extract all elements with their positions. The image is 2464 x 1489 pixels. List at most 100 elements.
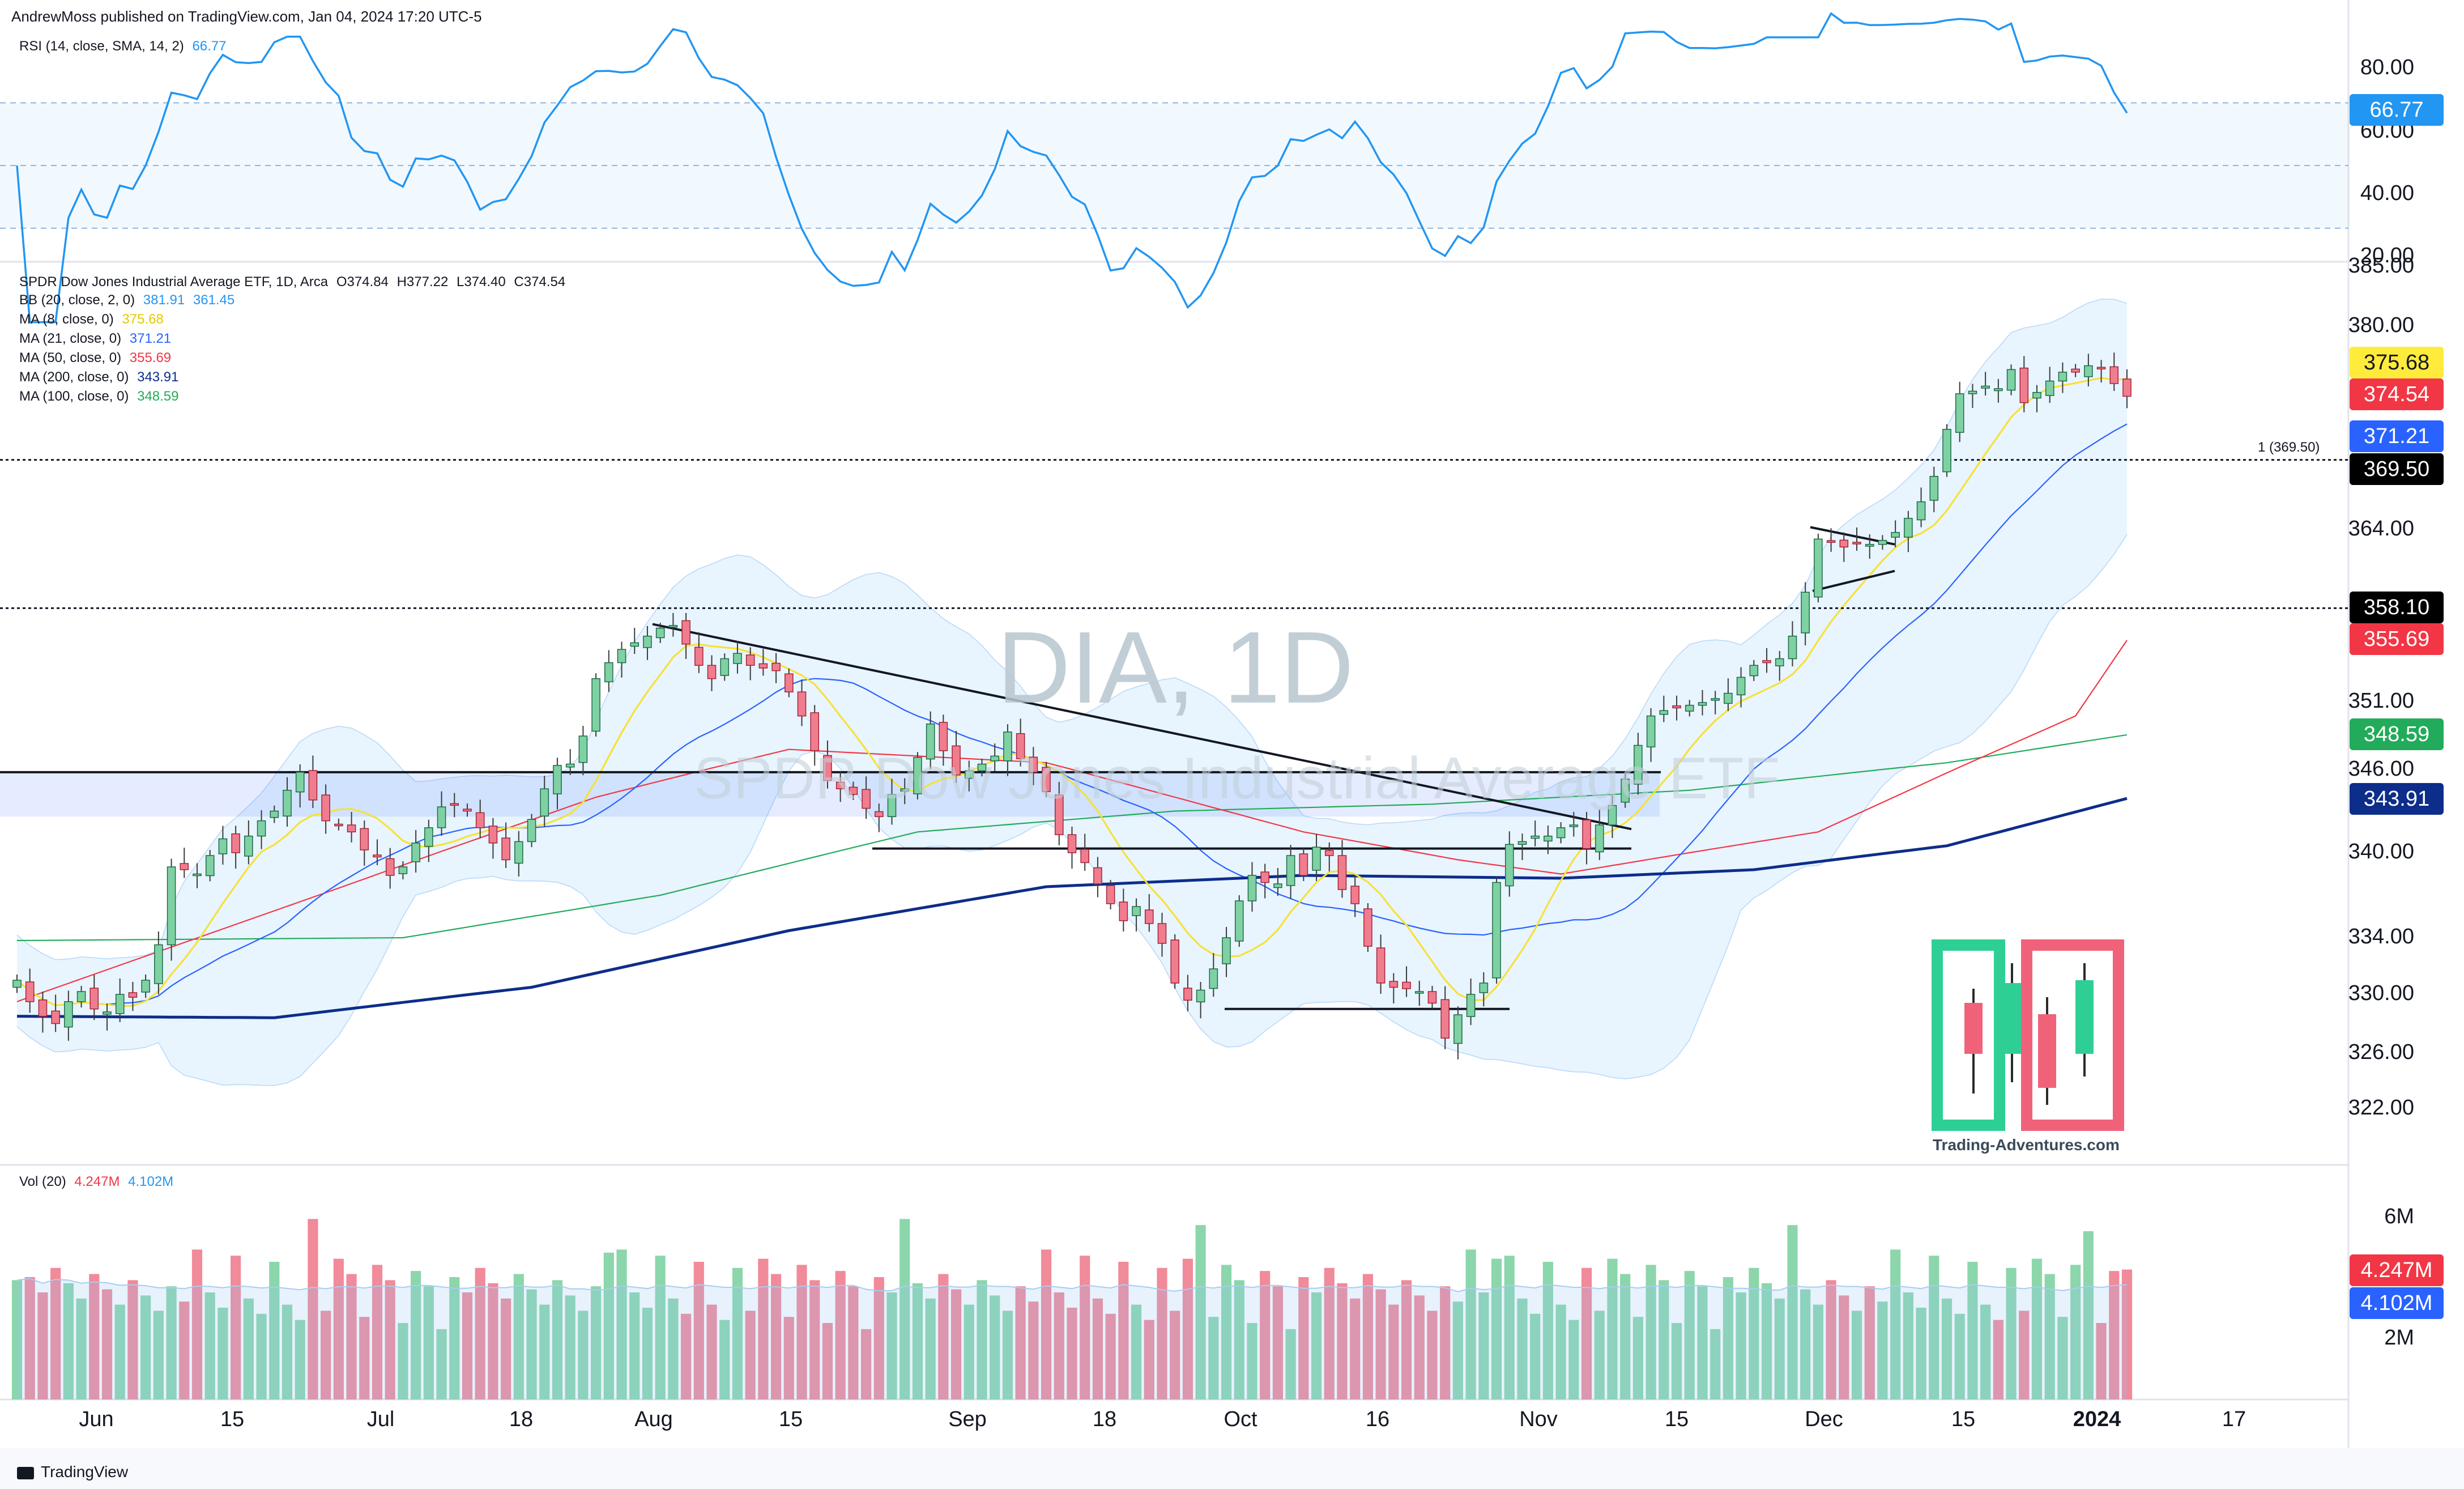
- candle-body: [2096, 367, 2106, 369]
- legend-ma100-name: MA (100, close, 0): [19, 389, 129, 404]
- volume-bar: [668, 1298, 679, 1399]
- candle-body: [514, 841, 523, 864]
- volume-bar: [449, 1277, 460, 1399]
- candle-body: [785, 673, 794, 692]
- candle-body: [2122, 378, 2132, 397]
- candle-body: [1891, 531, 1900, 538]
- volume-bar: [693, 1262, 704, 1399]
- volume-bar: [1749, 1267, 1759, 1399]
- legend-ma200[interactable]: MA (200, close, 0) 343.91: [19, 369, 179, 385]
- candle-body: [76, 991, 86, 1002]
- volume-bar: [333, 1258, 344, 1399]
- volume-bar: [783, 1317, 794, 1399]
- volume-bar: [256, 1313, 267, 1399]
- x-tick-oct16: 16: [1365, 1407, 1390, 1431]
- volume-bar: [1337, 1283, 1348, 1399]
- candle-body: [1414, 991, 1424, 994]
- candle-body: [977, 763, 987, 772]
- candle-body: [398, 866, 408, 874]
- volume-bar: [1671, 1323, 1682, 1399]
- legend-bb[interactable]: BB (20, close, 2, 0) 381.91 361.45: [19, 292, 235, 308]
- x-tick-jan17: 17: [2222, 1407, 2246, 1431]
- volume-bar: [1182, 1258, 1193, 1399]
- volume-bar: [719, 1320, 730, 1399]
- candle-body: [1878, 540, 1887, 545]
- candle-body: [154, 944, 163, 984]
- label-ma200: 343.91: [2350, 783, 2444, 815]
- volume-bar: [758, 1258, 769, 1399]
- tradingview-brand[interactable]: TradingView: [17, 1463, 128, 1481]
- volume-bar: [488, 1283, 498, 1399]
- volume-bar: [1864, 1286, 1875, 1399]
- candle-body: [1749, 665, 1759, 677]
- volume-bar: [964, 1304, 974, 1399]
- candle-body: [952, 745, 961, 776]
- legend-bb-name: BB (20, close, 2, 0): [19, 292, 135, 308]
- rsi-legend-name: RSI (14, close, SMA, 14, 2): [19, 39, 184, 54]
- footer-bar: [0, 1448, 2464, 1489]
- volume-bar: [745, 1311, 756, 1399]
- candle-body: [244, 835, 253, 857]
- volume-bar: [796, 1265, 807, 1399]
- candle-body: [1839, 539, 1849, 548]
- volume-bar: [37, 1292, 48, 1399]
- volume-bar: [1980, 1304, 1991, 1399]
- volume-bar: [1568, 1320, 1579, 1399]
- candle-body: [1479, 982, 1489, 993]
- candle-body: [720, 658, 730, 676]
- volume-bar: [1131, 1304, 1142, 1399]
- symbol-legend[interactable]: SPDR Dow Jones Industrial Average ETF, 1…: [19, 274, 565, 290]
- volume-bar: [501, 1298, 511, 1399]
- label-ma100: 348.59: [2350, 718, 2444, 750]
- volume-bar: [2019, 1311, 2030, 1399]
- logo-candle-body-icon: [2075, 980, 2094, 1054]
- candle-body: [1517, 841, 1527, 845]
- legend-ma100[interactable]: MA (100, close, 0) 348.59: [19, 389, 179, 405]
- candle-body: [862, 789, 871, 809]
- candle-body: [1569, 824, 1579, 827]
- volume-legend[interactable]: Vol (20) 4.247M 4.102M: [19, 1174, 173, 1190]
- volume-bar: [2006, 1267, 2017, 1399]
- candle-body: [1582, 819, 1591, 849]
- candle-body: [64, 1001, 73, 1028]
- volume-bar: [50, 1267, 61, 1399]
- volume-bar: [771, 1274, 782, 1399]
- volume-legend-v1: 4.247M: [74, 1174, 120, 1189]
- volume-bar: [977, 1280, 987, 1399]
- legend-ma8[interactable]: MA (8, close, 0) 375.68: [19, 312, 164, 327]
- volume-bar: [1594, 1311, 1605, 1399]
- volume-bar: [1555, 1304, 1566, 1399]
- volume-bar: [1839, 1295, 1849, 1399]
- volume-bar: [1659, 1280, 1669, 1399]
- volume-bar: [1388, 1304, 1399, 1399]
- volume-bar: [1478, 1292, 1489, 1399]
- ma8-line: [16, 377, 2128, 1007]
- logo-bracket-right-icon: [2021, 939, 2124, 1131]
- candle-body: [1698, 702, 1707, 706]
- legend-ma50[interactable]: MA (50, close, 0) 355.69: [19, 350, 171, 366]
- volume-bar: [308, 1219, 318, 1399]
- volume-bar: [565, 1295, 575, 1399]
- price-tick-334: 334.00: [2348, 925, 2414, 948]
- ma50-line: [16, 640, 2128, 1002]
- volume-bar: [1954, 1313, 1965, 1399]
- watermark-description: SPDR Dow Jones Industrial Average ETF: [694, 746, 1780, 811]
- candle-body: [1363, 908, 1372, 947]
- candle-body: [1736, 677, 1746, 696]
- candle-body: [1531, 835, 1540, 839]
- candle-body: [231, 833, 240, 853]
- price-tick-340: 340.00: [2348, 840, 2414, 863]
- tradingview-logo-icon: [17, 1466, 34, 1479]
- volume-bar: [1877, 1301, 1888, 1399]
- volume-bar: [1504, 1256, 1515, 1399]
- label-level-358: 358.10: [2350, 592, 2444, 623]
- volume-bar: [642, 1308, 653, 1399]
- volume-bar: [101, 1289, 113, 1399]
- candle-body: [1504, 844, 1514, 887]
- rsi-legend-value: 66.77: [192, 39, 227, 54]
- price-tick-385: 385.00: [2348, 254, 2414, 278]
- pennant-lower-line: [1812, 569, 1895, 592]
- candle-body: [2058, 372, 2067, 382]
- legend-ma21[interactable]: MA (21, close, 0) 371.21: [19, 331, 171, 347]
